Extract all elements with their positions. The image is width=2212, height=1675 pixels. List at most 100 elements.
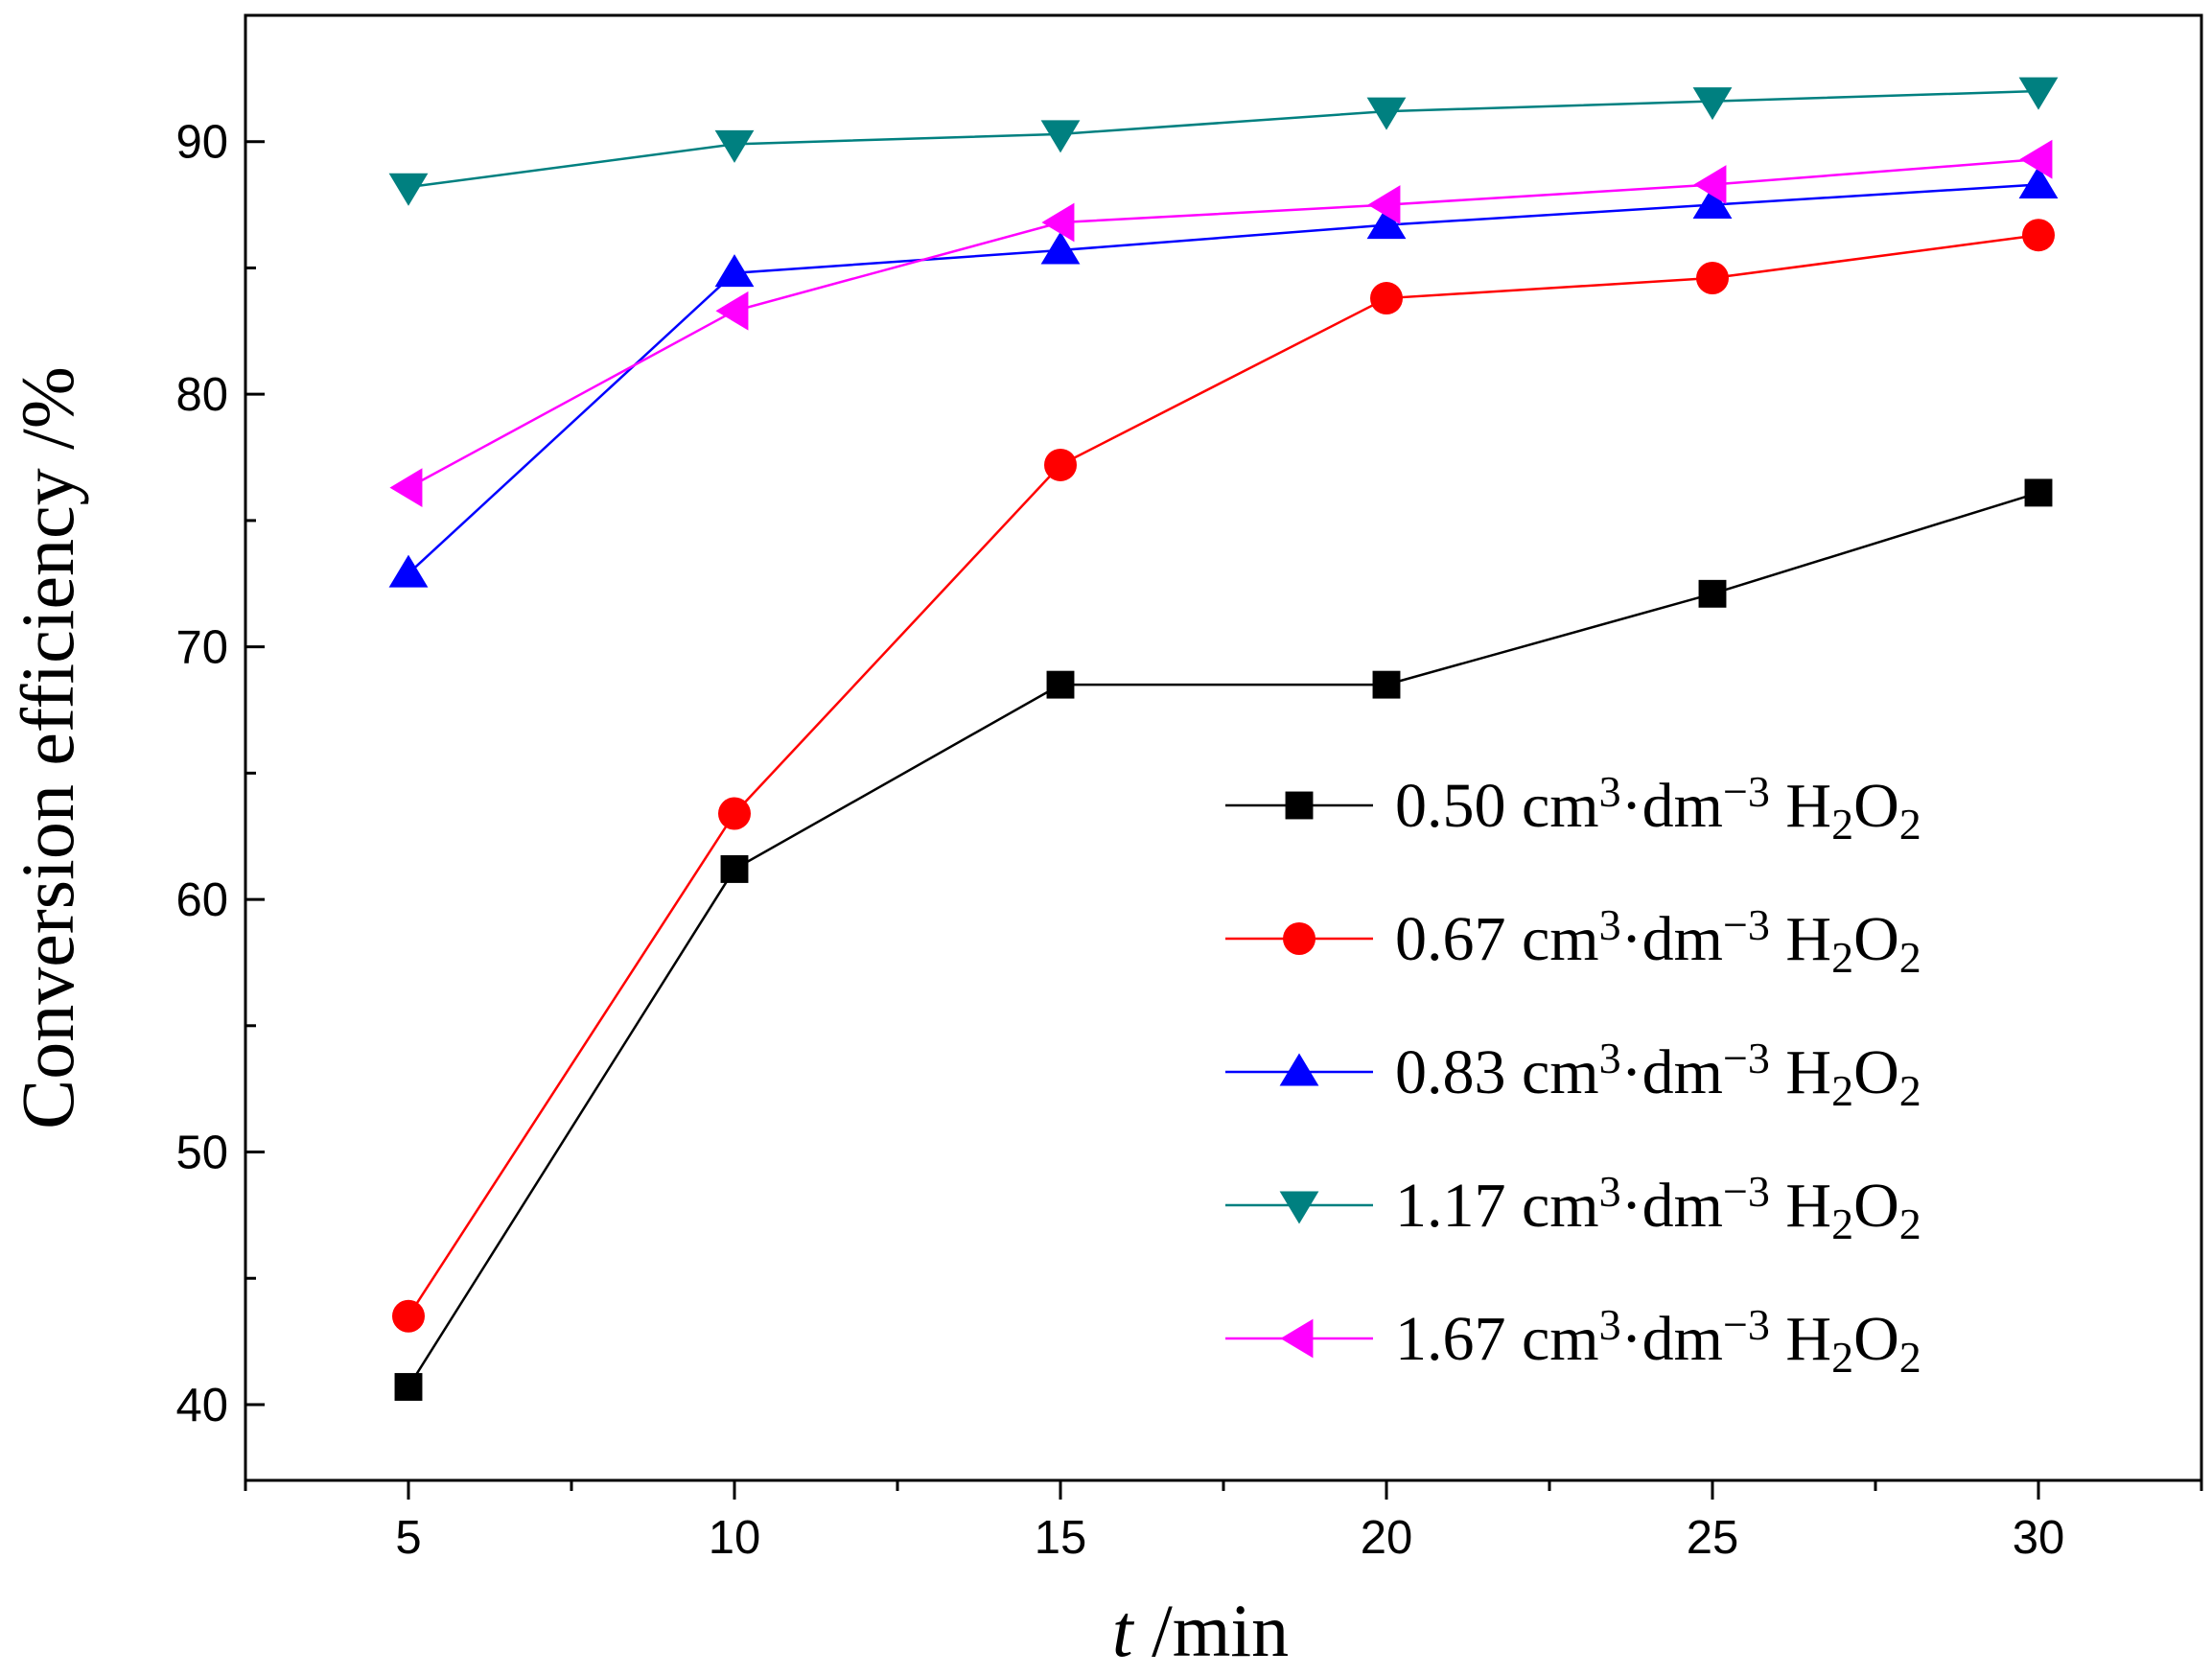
legend-label-part: 2 [1831, 1199, 1853, 1248]
legend-item-2: 0.67 cm3·dm−3 H2O2 [1225, 900, 1921, 982]
series-1-point [1372, 670, 1401, 699]
series-1-point [1698, 579, 1727, 608]
series-5-point [715, 291, 749, 331]
legend-label: 1.17 cm3·dm−3 H2O2 [1395, 1167, 1921, 1248]
series-4-point [1366, 97, 1407, 130]
legend-label-part: O [1853, 904, 1899, 974]
legend-label-part: H [1770, 771, 1831, 841]
legend-label-part: 3 [1599, 1034, 1621, 1082]
series-2-point [2022, 219, 2055, 252]
x-tick-label-20: 20 [1361, 1512, 1413, 1564]
y-tick-label-50: 50 [175, 1128, 228, 1179]
series-1 [394, 478, 2053, 1401]
series-2-point [392, 1299, 425, 1333]
series-3-point [1692, 186, 1733, 220]
legend-label-part: 3 [1599, 900, 1621, 949]
axis-ticks: 40 50 60 70 80 90 5 10 15 20 25 30 [175, 117, 2203, 1564]
series-2-point [1370, 282, 1403, 315]
legend-label-part: 3 [1599, 1167, 1621, 1216]
series-1-point [1046, 670, 1075, 699]
legend-label-part: 0.50 cm [1395, 771, 1599, 841]
series-1-point [720, 855, 749, 883]
legend-label-part: 1.67 cm [1395, 1304, 1599, 1374]
y-tick-label-80: 80 [175, 369, 228, 421]
x-tick-label-15: 15 [1035, 1512, 1087, 1564]
legend-label-part: ·dm [1621, 904, 1723, 974]
legend-label-part: 0.67 cm [1395, 904, 1599, 974]
x-tick-label-30: 30 [2013, 1512, 2065, 1564]
legend-label-part: 2 [1899, 1066, 1921, 1115]
legend-label: 0.83 cm3·dm−3 H2O2 [1395, 1034, 1921, 1115]
series-5-point [2019, 139, 2053, 179]
legend-label-part: −3 [1723, 1034, 1770, 1082]
series-5-point [1367, 185, 1401, 224]
legend-label-part: 1.17 cm [1395, 1171, 1599, 1241]
series-4-point [1040, 120, 1081, 153]
legend-label-part: ·dm [1621, 1171, 1723, 1241]
legend-item-4: 1.17 cm3·dm−3 H2O2 [1225, 1167, 1921, 1248]
y-tick-label-40: 40 [175, 1380, 228, 1431]
legend-label-part: 3 [1599, 1300, 1621, 1349]
plot-frame [244, 13, 2203, 1482]
series-5-point [1693, 165, 1727, 204]
x-axis-title-unit: /min [1133, 1589, 1290, 1672]
legend-label-part: ·dm [1621, 1037, 1723, 1107]
legend-label-part: O [1853, 1037, 1899, 1107]
series-3-point [1040, 231, 1081, 265]
legend-label-part: 2 [1899, 800, 1921, 849]
legend-label-part: −3 [1723, 1300, 1770, 1349]
x-axis-title-variable: t [1112, 1589, 1135, 1672]
legend-label-part: 2 [1899, 933, 1921, 982]
legend-label: 0.50 cm3·dm−3 H2O2 [1395, 767, 1921, 849]
series-2 [392, 219, 2055, 1333]
series-4-point [2018, 77, 2059, 110]
series-1-line [407, 491, 2039, 1388]
legend-label-part: H [1770, 1037, 1831, 1107]
x-tick-label-25: 25 [1687, 1512, 1739, 1564]
legend-label-part: ·dm [1621, 1304, 1723, 1374]
series-2-line [407, 233, 2039, 1317]
legend-label-part: 2 [1899, 1333, 1921, 1382]
legend-label-part: −3 [1723, 1167, 1770, 1216]
legend-label-part: 2 [1831, 933, 1853, 982]
legend-label-part: ·dm [1621, 771, 1723, 841]
series-5-line [407, 157, 2039, 489]
y-tick-label-60: 60 [175, 874, 228, 926]
y-tick-label-70: 70 [175, 622, 228, 674]
series-5 [389, 139, 2053, 508]
series-2-point [718, 797, 751, 830]
legend-label-part: O [1853, 1171, 1899, 1241]
legend-label-part: H [1770, 904, 1831, 974]
legend-item-5: 1.67 cm3·dm−3 H2O2 [1225, 1300, 1921, 1382]
legend-label-part: 2 [1831, 800, 1853, 849]
legend-marker [1285, 791, 1314, 820]
series-3-point [388, 554, 429, 588]
legend-label-part: O [1853, 1304, 1899, 1374]
legend-item-3: 0.83 cm3·dm−3 H2O2 [1225, 1034, 1921, 1115]
series-3-point [1366, 206, 1407, 240]
series-2-point [1696, 261, 1729, 294]
series-layer [388, 77, 2059, 1401]
legend-label-part: 0.83 cm [1395, 1037, 1599, 1107]
legend-item-1: 0.50 cm3·dm−3 H2O2 [1225, 767, 1921, 849]
series-5-point [389, 468, 423, 508]
y-tick-label-90: 90 [175, 117, 228, 169]
legend-marker [1279, 1191, 1319, 1224]
series-4-point [388, 173, 429, 206]
y-axis-title: Conversion efficiency /% [6, 366, 89, 1129]
legend-label-part: 2 [1899, 1199, 1921, 1248]
legend-marker [1280, 1318, 1314, 1359]
x-tick-label-5: 5 [395, 1512, 421, 1564]
series-3-line [407, 183, 2039, 575]
series-3 [388, 165, 2059, 588]
series-4-line [407, 89, 2039, 189]
series-3-point [2018, 165, 2059, 198]
legend-label-part: 2 [1831, 1066, 1853, 1115]
x-tick-label-10: 10 [709, 1512, 761, 1564]
series-5-point [1041, 202, 1075, 243]
legend-label-part: 2 [1831, 1333, 1853, 1382]
legend-marker [1283, 922, 1316, 955]
legend-label-part: O [1853, 771, 1899, 841]
legend-label-part: H [1770, 1304, 1831, 1374]
